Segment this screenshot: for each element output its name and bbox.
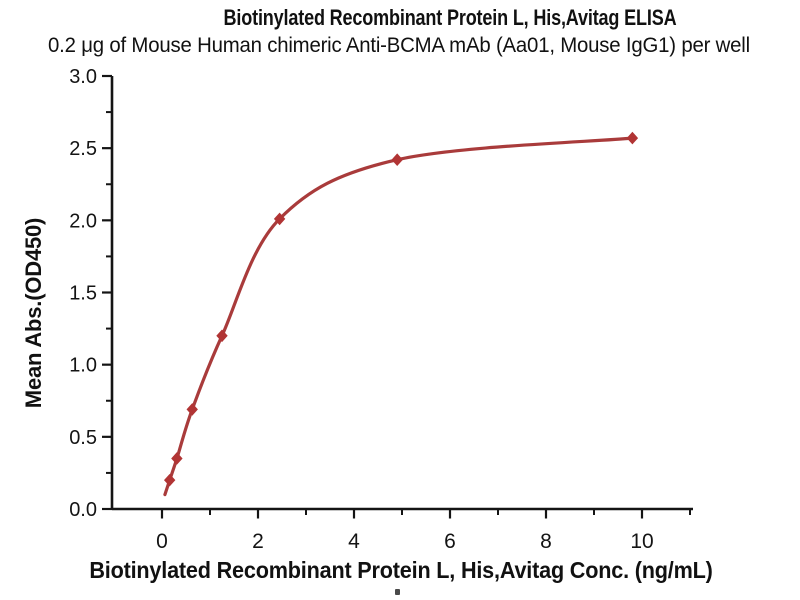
y-tick-label: 3.0 (69, 66, 97, 88)
data-point-marker (163, 473, 176, 487)
chart-subtitle: 0.2 μg of Mouse Human chimeric Anti-BCMA… (48, 34, 750, 57)
x-tick-label: 0 (156, 530, 168, 553)
data-point-marker (216, 329, 228, 343)
y-tick-label: 1.5 (69, 283, 97, 305)
data-point-marker (391, 153, 403, 167)
y-tick-label: 1.0 (69, 355, 97, 377)
chart-title: Biotinylated Recombinant Protein L, His,… (223, 5, 677, 30)
y-tick-label: 0.0 (69, 499, 97, 521)
x-tick-label: 4 (348, 530, 360, 553)
x-tick-label: 10 (630, 530, 653, 553)
data-point-marker (626, 131, 639, 145)
cropped-text-artifact (395, 589, 400, 595)
data-point-marker (273, 212, 286, 226)
x-tick-label: 2 (252, 530, 264, 553)
x-tick-label: 8 (540, 530, 552, 553)
y-axis-label: Mean Abs.(OD450) (21, 217, 46, 409)
y-tick-label: 0.5 (69, 427, 97, 449)
data-point-marker (171, 452, 183, 465)
fit-curve (163, 136, 634, 497)
x-tick-label: 6 (444, 530, 456, 553)
y-tick-label: 2.0 (69, 210, 97, 232)
y-tick-label: 2.5 (69, 138, 97, 160)
data-point-marker (186, 403, 198, 416)
x-axis-label: Biotinylated Recombinant Protein L, His,… (89, 557, 713, 583)
